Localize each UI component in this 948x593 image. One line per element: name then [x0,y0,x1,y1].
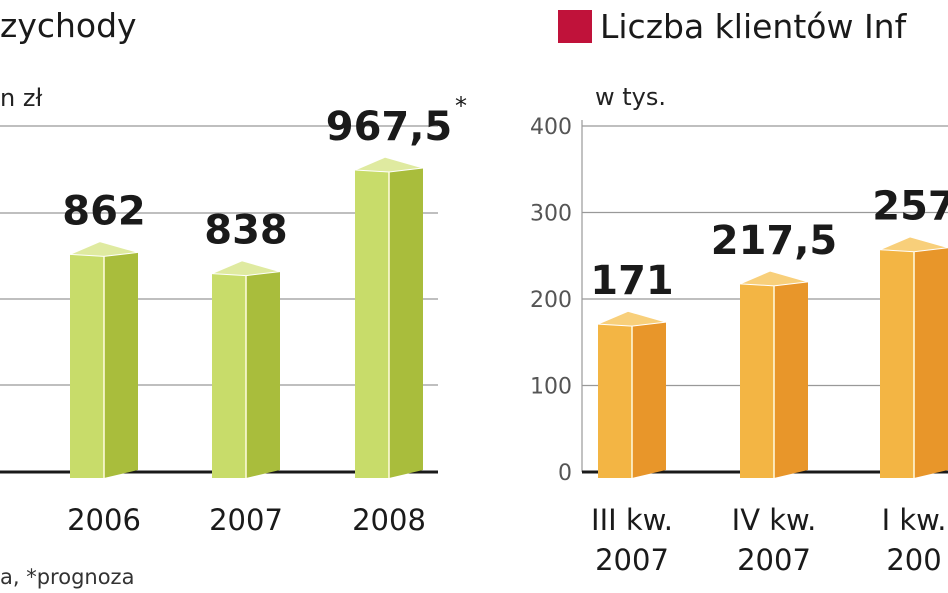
y-tick-label: 300 [530,202,572,227]
data-label: 217,5 [711,218,838,264]
bar-top [739,270,809,287]
x-tick-label: 2008 [352,503,426,537]
bar-side [774,281,808,478]
chart-title: Liczba klientów Inf [600,7,908,46]
data-label: 171 [590,258,674,304]
bar-side [914,247,948,478]
bar-front [70,254,104,478]
bar-top [211,260,281,277]
bar-top [69,241,139,257]
x-tick-label: 2007 [737,543,811,577]
data-label: 967,5 [326,104,453,150]
y-tick-label: 0 [558,461,572,486]
data-label: 257 [872,184,948,230]
legend-swatch [558,10,592,43]
x-tick-label: 2006 [67,503,141,537]
bar-front [880,249,914,478]
bar-front [598,324,632,478]
bar-front [212,273,246,478]
x-tick-label: I kw. [882,503,947,537]
bar-front [355,170,389,478]
bar-side [246,271,280,478]
bar-top [597,310,667,327]
bar-side [632,322,666,478]
data-label: 862 [62,188,146,234]
x-tick-label: 200 [886,543,941,577]
revenue-chart: zychody n zł a, *prognoza 95862200683820… [0,6,467,589]
bar-top [879,236,948,253]
data-label: 838 [204,208,288,254]
unit-label: w tys. [595,83,666,111]
bar-front [740,283,774,478]
data-label-annotation: * [455,92,467,120]
x-tick-label: 2007 [595,543,669,577]
clients-chart: Liczba klientów Inf w tys. 0 100 200 300 400… [530,7,948,577]
y-tick-label: 400 [530,115,572,140]
unit-label: n zł [0,84,42,112]
x-tick-label: IV kw. [732,503,817,537]
x-tick-label: III kw. [591,503,673,537]
y-tick-label: 100 [530,375,572,400]
bar-side [389,168,423,478]
chart-title: zychody [0,6,137,45]
footnote: a, *prognoza [0,565,134,589]
y-tick-label: 200 [530,288,572,313]
bar-top [354,156,424,173]
bar-side [104,252,138,478]
x-tick-label: 2007 [209,503,283,537]
